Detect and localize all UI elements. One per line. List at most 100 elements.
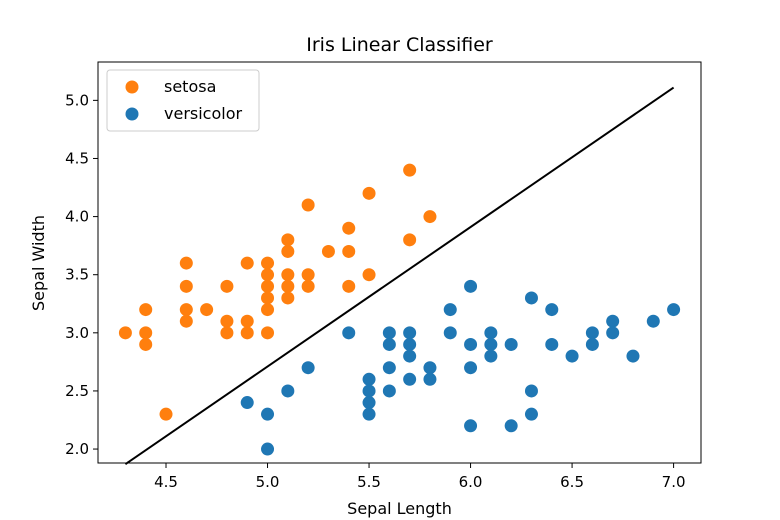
versicolor-point-14 [403, 326, 417, 340]
y-tick-label: 2.0 [65, 440, 89, 458]
setosa-point-20 [261, 303, 275, 317]
versicolor-point-15 [403, 337, 417, 351]
setosa-point-19 [261, 291, 275, 305]
versicolor-point-29 [504, 337, 518, 351]
setosa-point-26 [281, 291, 295, 305]
versicolor-point-19 [423, 372, 437, 386]
versicolor-point-21 [443, 326, 457, 340]
versicolor-point-39 [606, 314, 620, 328]
setosa-point-4 [159, 407, 173, 421]
y-tick-label: 3.0 [65, 324, 89, 342]
legend-label-setosa: setosa [164, 77, 216, 96]
setosa-point-22 [281, 233, 295, 247]
versicolor-point-43 [667, 303, 681, 317]
versicolor-point-36 [565, 349, 579, 363]
setosa-point-1 [139, 303, 153, 317]
versicolor-point-28 [484, 349, 498, 363]
versicolor-point-8 [362, 396, 376, 410]
x-tick-label: 6.5 [560, 473, 584, 491]
versicolor-point-11 [382, 337, 396, 351]
y-tick-label: 4.0 [65, 208, 89, 226]
setosa-point-16 [261, 256, 275, 270]
setosa-point-34 [362, 186, 376, 200]
x-axis-label: Sepal Length [347, 499, 452, 518]
setosa-point-27 [301, 198, 315, 212]
versicolor-point-13 [382, 384, 396, 398]
versicolor-point-1 [261, 407, 275, 421]
versicolor-point-6 [362, 372, 376, 386]
versicolor-point-4 [301, 361, 315, 375]
versicolor-point-32 [524, 384, 538, 398]
versicolor-point-10 [382, 326, 396, 340]
legend-marker-versicolor [125, 107, 139, 121]
y-axis-label: Sepal Width [29, 215, 48, 311]
versicolor-point-9 [362, 407, 376, 421]
versicolor-point-3 [281, 384, 295, 398]
setosa-point-35 [362, 268, 376, 282]
setosa-point-21 [261, 326, 275, 340]
plot-frame [97, 61, 702, 464]
setosa-point-11 [220, 314, 234, 328]
series-setosa [118, 163, 437, 421]
legend-label-versicolor: versicolor [164, 104, 242, 123]
x-axis: 4.5 5.0 5.5 6.0 6.5 7.0 [154, 463, 686, 491]
versicolor-point-38 [585, 337, 599, 351]
setosa-point-29 [301, 279, 315, 293]
legend: setosa versicolor [106, 69, 260, 132]
setosa-point-3 [139, 337, 153, 351]
versicolor-point-41 [626, 349, 640, 363]
versicolor-point-37 [585, 326, 599, 340]
versicolor-point-24 [464, 361, 478, 375]
versicolor-point-0 [240, 396, 254, 410]
setosa-point-25 [281, 279, 295, 293]
x-tick-label: 7.0 [662, 473, 686, 491]
x-tick-label: 4.5 [154, 473, 178, 491]
legend-marker-setosa [125, 80, 139, 94]
versicolor-point-2 [261, 442, 275, 456]
setosa-point-13 [240, 256, 254, 270]
versicolor-point-23 [464, 337, 478, 351]
setosa-point-2 [139, 326, 153, 340]
x-tick-label: 5.0 [256, 473, 280, 491]
versicolor-point-35 [545, 337, 559, 351]
series-versicolor [240, 279, 681, 456]
versicolor-point-17 [403, 372, 417, 386]
setosa-point-9 [200, 303, 214, 317]
versicolor-point-31 [524, 291, 538, 305]
chart-title: Iris Linear Classifier [306, 34, 493, 56]
versicolor-point-26 [484, 326, 498, 340]
setosa-point-14 [240, 314, 254, 328]
setosa-point-33 [342, 279, 356, 293]
plot-content [118, 86, 681, 465]
setosa-point-5 [179, 256, 193, 270]
setosa-point-0 [118, 326, 132, 340]
setosa-point-31 [342, 221, 356, 235]
versicolor-point-33 [524, 407, 538, 421]
setosa-point-12 [220, 326, 234, 340]
versicolor-point-30 [504, 419, 518, 433]
setosa-point-8 [179, 314, 193, 328]
y-tick-label: 4.5 [65, 149, 89, 167]
versicolor-point-18 [423, 361, 437, 375]
versicolor-point-34 [545, 303, 559, 317]
versicolor-point-5 [342, 326, 356, 340]
versicolor-point-16 [403, 349, 417, 363]
setosa-point-10 [220, 279, 234, 293]
setosa-point-36 [403, 163, 417, 177]
decision-boundary-line [124, 86, 675, 465]
setosa-point-30 [321, 244, 335, 258]
versicolor-point-27 [484, 337, 498, 351]
versicolor-point-22 [464, 279, 478, 293]
versicolor-point-25 [464, 419, 478, 433]
y-tick-label: 3.5 [65, 266, 89, 284]
setosa-point-15 [240, 326, 254, 340]
y-axis: 2.0 2.5 3.0 3.5 4.0 4.5 5.0 [65, 91, 98, 458]
setosa-point-24 [281, 268, 295, 282]
setosa-point-32 [342, 244, 356, 258]
setosa-point-37 [403, 233, 417, 247]
setosa-point-18 [261, 279, 275, 293]
setosa-point-17 [261, 268, 275, 282]
versicolor-point-42 [646, 314, 660, 328]
setosa-point-7 [179, 303, 193, 317]
